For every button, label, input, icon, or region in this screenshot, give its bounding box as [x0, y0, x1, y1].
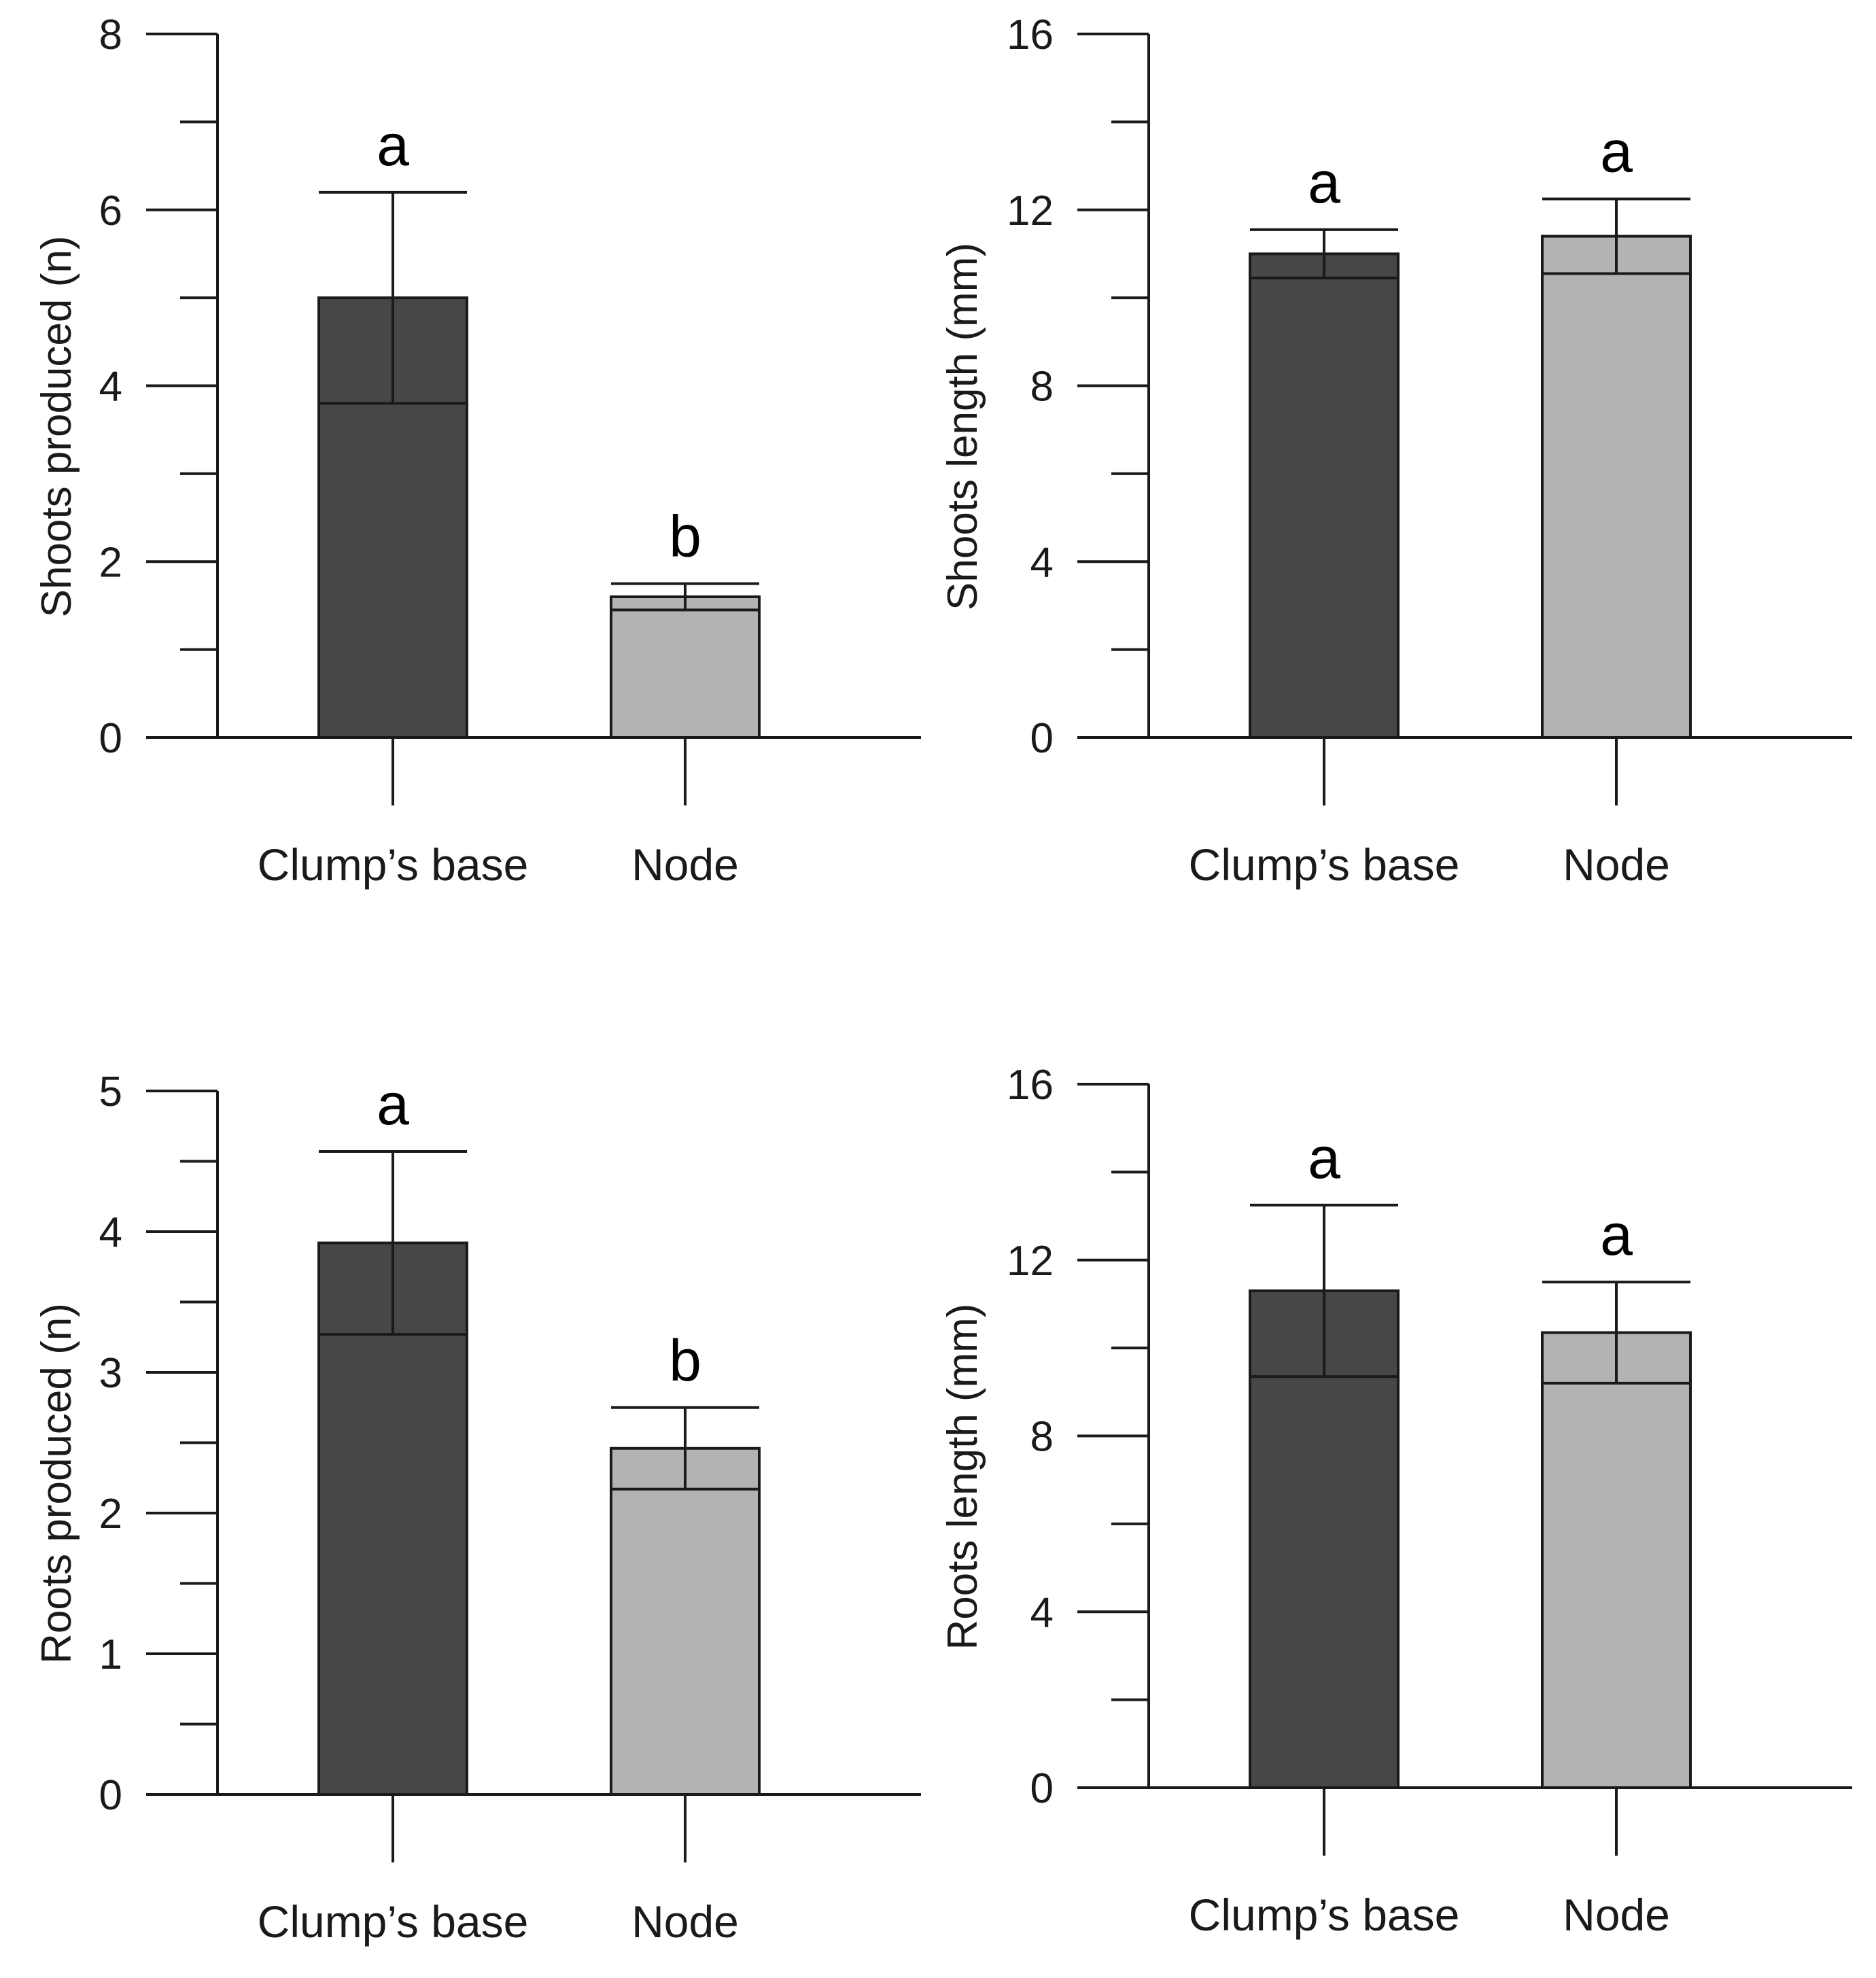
- y-tick-label: 2: [99, 539, 122, 586]
- significance-letter: a: [1308, 150, 1340, 215]
- y-tick-label: 16: [1007, 1062, 1054, 1109]
- significance-letter: a: [1308, 1126, 1340, 1191]
- chart-panel-top-right: 0 4 8 12 16 Shoots length (mm) a Clump’s base a N…: [939, 12, 1852, 890]
- chart-panel-bottom-left: 0 1 2 3 4 5 Roots produced (n) a Clump’s base b No…: [33, 1069, 921, 1947]
- bar-node: [610, 595, 761, 739]
- y-tick-label: 4: [1030, 1589, 1054, 1636]
- y-tick-label: 4: [99, 364, 122, 411]
- x-category-label: Clump’s base: [1189, 1890, 1460, 1940]
- y-tick-label: 6: [99, 188, 122, 235]
- y-tick-label: 12: [1007, 188, 1054, 235]
- y-tick-label: 5: [99, 1069, 122, 1115]
- bar-node: [1541, 1331, 1692, 1789]
- y-tick-label: 3: [99, 1350, 122, 1397]
- significance-letter: b: [669, 504, 701, 570]
- x-category-label: Node: [1563, 839, 1670, 890]
- x-category-label: Clump’s base: [258, 839, 529, 890]
- x-category-label: Node: [631, 839, 739, 890]
- x-category-label: Clump’s base: [258, 1896, 529, 1947]
- y-tick-label: 0: [99, 715, 122, 762]
- significance-letter: a: [1600, 1202, 1633, 1268]
- y-tick-label: 0: [1030, 1765, 1054, 1812]
- significance-letter: b: [669, 1328, 701, 1393]
- bar-node: [1541, 235, 1692, 739]
- significance-letter: a: [1600, 120, 1633, 185]
- y-tick-label: 8: [99, 12, 122, 58]
- bar-node: [610, 1446, 761, 1797]
- y-tick-label: 12: [1007, 1238, 1054, 1285]
- bar-clump-base: [1249, 252, 1400, 739]
- y-tick-label: 16: [1007, 12, 1054, 58]
- y-tick-label: 4: [99, 1209, 122, 1256]
- y-axis-label: Roots produced (n): [33, 1303, 80, 1664]
- y-axis-label: Shoots produced (n): [33, 236, 80, 618]
- y-axis-label: Shoots length (mm): [939, 243, 986, 610]
- y-tick-label: 8: [1030, 364, 1054, 411]
- significance-letter: a: [377, 113, 409, 178]
- chart-panel-bottom-right: 0 4 8 12 16 Roots length (mm) a Clump’s base a No…: [939, 1062, 1852, 1940]
- significance-letter: a: [377, 1072, 409, 1137]
- x-category-label: Node: [631, 1896, 739, 1947]
- y-tick-label: 4: [1030, 539, 1054, 586]
- y-axis-label: Roots length (mm): [939, 1304, 986, 1650]
- y-tick-label: 1: [99, 1631, 122, 1678]
- y-tick-label: 0: [1030, 715, 1054, 762]
- y-tick-label: 8: [1030, 1414, 1054, 1461]
- chart-panel-top-left: 0 2 4 6 8 Shoots produced (n) a Clump’s base b No…: [33, 12, 921, 890]
- x-category-label: Clump’s base: [1189, 839, 1460, 890]
- x-category-label: Node: [1563, 1890, 1670, 1940]
- y-tick-label: 0: [99, 1772, 122, 1819]
- y-tick-label: 2: [99, 1491, 122, 1538]
